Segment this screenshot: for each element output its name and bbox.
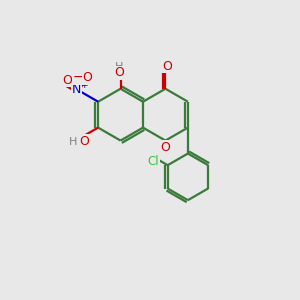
Text: O: O	[62, 74, 72, 87]
Text: Cl: Cl	[148, 155, 159, 168]
Text: O: O	[162, 60, 172, 73]
Text: O: O	[160, 141, 170, 154]
Text: N: N	[72, 83, 81, 96]
Text: H: H	[68, 136, 77, 147]
Text: O: O	[82, 71, 92, 84]
Text: +: +	[80, 81, 88, 90]
Text: −: −	[73, 71, 84, 84]
Text: O: O	[79, 135, 89, 148]
Text: H: H	[115, 62, 123, 72]
Text: O: O	[114, 66, 124, 80]
